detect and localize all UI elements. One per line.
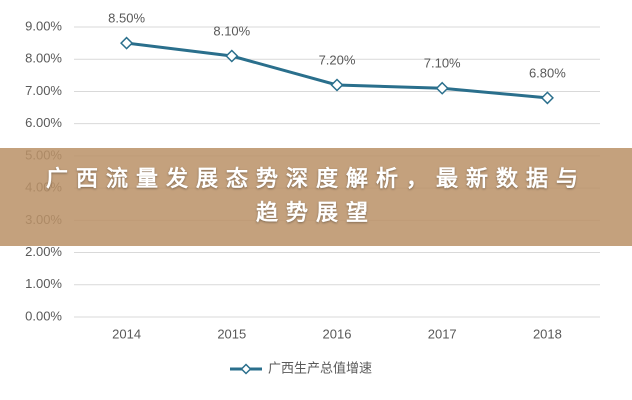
point-marker — [330, 78, 344, 92]
value-label: 8.50% — [108, 11, 145, 26]
banner: 广西流量发展态势深度解析，最新数据与趋势展望 — [0, 148, 632, 246]
y-tick-label: 2.00% — [25, 244, 62, 259]
x-tick-label: 2018 — [533, 326, 562, 341]
value-label: 7.10% — [424, 56, 461, 71]
point-marker — [120, 36, 134, 50]
y-tick-label: 7.00% — [25, 83, 62, 98]
point-marker — [540, 91, 554, 105]
x-tick-label: 2014 — [112, 326, 141, 341]
banner-title: 广西流量发展态势深度解析，最新数据与趋势展望 — [45, 167, 586, 226]
y-tick-label: 1.00% — [25, 276, 62, 291]
point-marker — [225, 49, 239, 63]
y-tick-label: 6.00% — [25, 115, 62, 130]
x-tick-label: 2017 — [428, 326, 457, 341]
value-label: 8.10% — [213, 23, 250, 38]
x-tick-label: 2016 — [323, 326, 352, 341]
value-label: 6.80% — [529, 65, 566, 80]
point-marker — [435, 81, 449, 95]
y-tick-label: 0.00% — [25, 308, 62, 323]
y-tick-label: 8.00% — [25, 51, 62, 66]
x-tick-label: 2015 — [217, 326, 246, 341]
legend-marker — [240, 363, 252, 375]
value-label: 7.20% — [319, 52, 356, 67]
legend-label: 广西生产总值增速 — [268, 360, 372, 375]
y-tick-label: 9.00% — [25, 18, 62, 33]
